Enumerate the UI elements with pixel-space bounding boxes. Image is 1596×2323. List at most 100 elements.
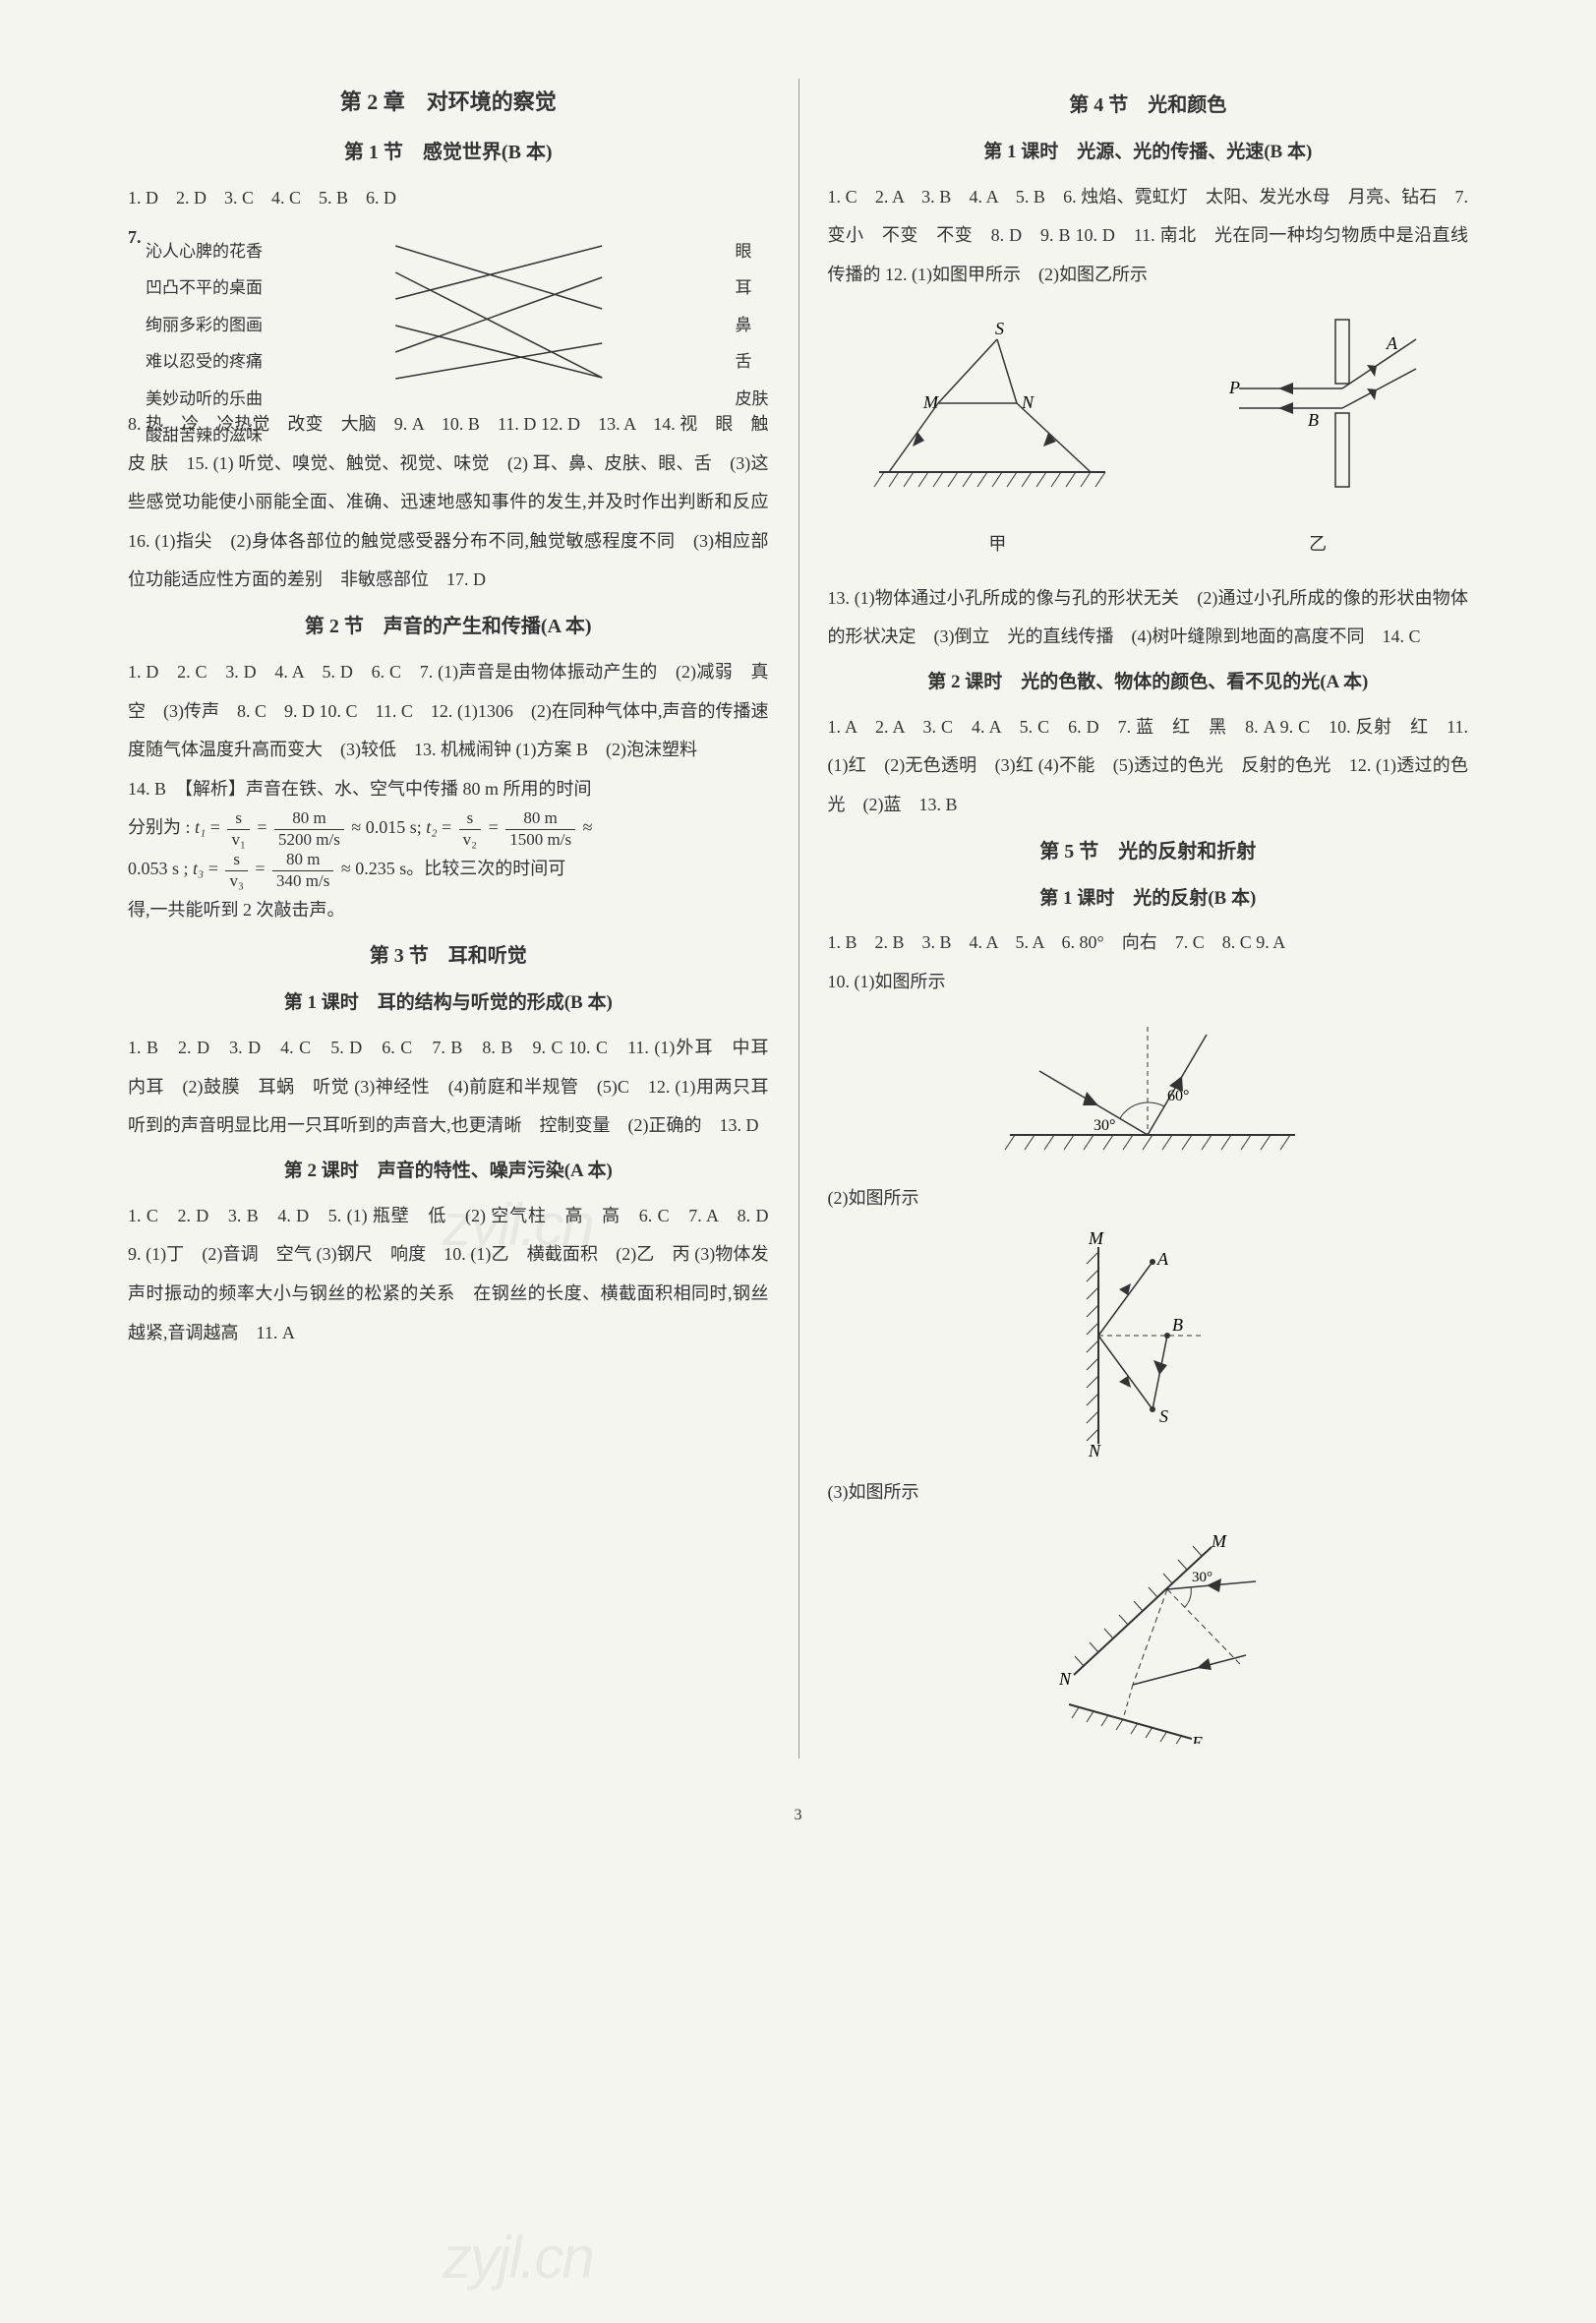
denominator: 5200 m/s: [274, 830, 344, 850]
label-A: A: [1386, 333, 1398, 353]
text: 0.053 s ;: [128, 859, 193, 878]
denominator: v₂: [459, 830, 481, 850]
numerator: 80 m: [274, 808, 344, 829]
answer-line: 14. B 【解析】声音在铁、水、空气中传播 80 m 所用的时间: [128, 770, 769, 809]
denominator: 340 m/s: [272, 871, 333, 891]
fraction: 80 m340 m/s: [272, 850, 333, 891]
numerator: s: [225, 850, 247, 870]
label-B: B: [1172, 1315, 1183, 1335]
match-item: 绚丽多彩的图画: [146, 307, 263, 343]
chapter-title: 第 2 章 对环境的察觉: [128, 79, 769, 126]
answer-line: (2)如图所示: [828, 1179, 1469, 1219]
match-item: 鼻: [736, 307, 769, 343]
label-N: N: [1058, 1669, 1072, 1689]
reflection-diagram-2: M N A B S: [1030, 1232, 1266, 1459]
label-N: N: [1088, 1441, 1101, 1459]
answer-block: 1. C 2. D 3. B 4. D 5. (1) 瓶壁 低 (2) 空气柱 …: [128, 1197, 769, 1352]
label-B: B: [1308, 410, 1319, 430]
numerator: 80 m: [272, 850, 333, 870]
angle-30: 30°: [1094, 1117, 1115, 1134]
diagram-yi: A P B 乙: [1210, 310, 1426, 565]
text: =: [210, 817, 225, 837]
fraction: sv₂: [459, 808, 481, 850]
right-column: 第 4 节 光和颜色 第 1 课时 光源、光的传播、光速(B 本) 1. C 2…: [798, 79, 1499, 1758]
answer-line: 10. (1)如图所示: [828, 963, 1469, 1002]
denominator: v₁: [227, 830, 249, 850]
slit-diagram: A P B: [1210, 310, 1426, 506]
formula-line: 分别为 : t₁ = sv₁ = 80 m5200 m/s ≈ 0.015 s;…: [128, 808, 769, 850]
var: t₃: [193, 859, 204, 878]
page-number: 3: [98, 1798, 1498, 1832]
match-left-items: 沁人心脾的花香 凹凸不平的桌面 绚丽多彩的图画 难以忍受的疼痛 美妙动听的乐曲 …: [146, 233, 263, 390]
match-item: 沁人心脾的花香: [146, 233, 263, 269]
question-7: 7. 沁人心脾的花香 凹凸不平的桌面 绚丽多彩的图画 难以忍受的疼痛 美妙动听的…: [128, 218, 769, 405]
left-column: 第 2 章 对环境的察觉 第 1 节 感觉世界(B 本) 1. D 2. D 3…: [98, 79, 798, 1758]
reflection-diagram-3: M N 30° E: [1020, 1527, 1275, 1744]
match-right-items: 眼 耳 鼻 舌 皮肤: [736, 233, 769, 390]
sub-title: 第 1 课时 耳的结构与听觉的形成(B 本): [128, 983, 769, 1024]
page-container: zyjl.cn zyjl.cn 第 2 章 对环境的察觉 第 1 节 感觉世界(…: [98, 79, 1498, 1758]
match-item: 凹凸不平的桌面: [146, 269, 263, 306]
diagram-jia: S M N: [869, 310, 1125, 565]
answer-line: 1. D 2. D 3. C 4. C 5. B 6. D: [128, 179, 769, 218]
text: ≈ 0.015 s;: [351, 817, 426, 837]
section-title: 第 5 节 光的反射和折射: [828, 830, 1469, 873]
diagram-label: 甲: [869, 525, 1125, 565]
answer-line: (3)如图所示: [828, 1473, 1469, 1513]
section-title: 第 4 节 光和颜色: [828, 84, 1469, 127]
diagram-label: 乙: [1210, 525, 1426, 565]
q7-label: 7.: [128, 218, 146, 405]
reflection-diagram-1: 30° 60°: [980, 1017, 1315, 1164]
matching-diagram: 沁人心脾的花香 凹凸不平的桌面 绚丽多彩的图画 难以忍受的疼痛 美妙动听的乐曲 …: [146, 228, 769, 395]
answer-block: 8. 热 冷 冷热觉 改变 大脑 9. A 10. B 11. D 12. D …: [128, 405, 769, 600]
formula-line: 0.053 s ; t₃ = sv₃ = 80 m340 m/s ≈ 0.235…: [128, 850, 769, 891]
text: ≈: [583, 817, 593, 837]
answer-block: 13. (1)物体通过小孔所成的像与孔的形状无关 (2)通过小孔所成的像的形状由…: [828, 579, 1469, 657]
var: t₁: [195, 817, 206, 837]
denominator: 1500 m/s: [505, 830, 575, 850]
match-lines: [263, 233, 736, 390]
answer-line: 得,一共能听到 2 次敲击声。: [128, 891, 769, 930]
text: =: [257, 817, 271, 837]
text: =: [489, 817, 503, 837]
label-M: M: [922, 392, 939, 412]
label-S: S: [1159, 1406, 1168, 1426]
var: t₂: [426, 817, 437, 837]
text: 分别为 :: [128, 817, 191, 837]
numerator: s: [459, 808, 481, 829]
label-S: S: [995, 319, 1004, 338]
match-item: 眼: [736, 233, 769, 269]
answer-block: 1. D 2. C 3. D 4. A 5. D 6. C 7. (1)声音是由…: [128, 653, 769, 770]
text: =: [255, 859, 269, 878]
angle-30: 30°: [1192, 1570, 1212, 1585]
sub-title: 第 1 课时 光的反射(B 本): [828, 878, 1469, 920]
text: =: [208, 859, 223, 878]
text: =: [442, 817, 456, 837]
answer-block: 1. A 2. A 3. C 4. A 5. C 6. D 7. 蓝 红 黑 8…: [828, 708, 1469, 825]
section-title: 第 3 节 耳和听觉: [128, 934, 769, 978]
fraction: sv₁: [227, 808, 249, 850]
fraction: 80 m5200 m/s: [274, 808, 344, 850]
answer-block: 1. B 2. B 3. B 4. A 5. A 6. 80° 向右 7. C …: [828, 923, 1469, 963]
numerator: 80 m: [505, 808, 575, 829]
label-A: A: [1156, 1249, 1169, 1269]
match-item: 舌: [736, 343, 769, 380]
angle-60: 60°: [1167, 1088, 1189, 1104]
diagram-12: S M N: [828, 310, 1469, 565]
answer-block: 1. C 2. A 3. B 4. A 5. B 6. 烛焰、霓虹灯 太阳、发光…: [828, 178, 1469, 295]
label-E: E: [1191, 1733, 1203, 1744]
match-item: 耳: [736, 269, 769, 306]
label-M: M: [1088, 1232, 1104, 1248]
pinhole-diagram: S M N: [869, 310, 1125, 506]
text: ≈ 0.235 s。比较三次的时间可: [341, 859, 565, 878]
section-title: 第 2 节 声音的产生和传播(A 本): [128, 605, 769, 648]
match-item: 难以忍受的疼痛: [146, 343, 263, 380]
column-divider: [798, 79, 799, 1758]
sub-title: 第 1 课时 光源、光的传播、光速(B 本): [828, 132, 1469, 173]
denominator: v₃: [225, 871, 247, 891]
section-title: 第 1 节 感觉世界(B 本): [128, 131, 769, 174]
label-P: P: [1228, 378, 1240, 397]
answer-block: 1. B 2. D 3. D 4. C 5. D 6. C 7. B 8. B …: [128, 1029, 769, 1146]
numerator: s: [227, 808, 249, 829]
watermark: zyjl.cn: [443, 2193, 593, 2323]
